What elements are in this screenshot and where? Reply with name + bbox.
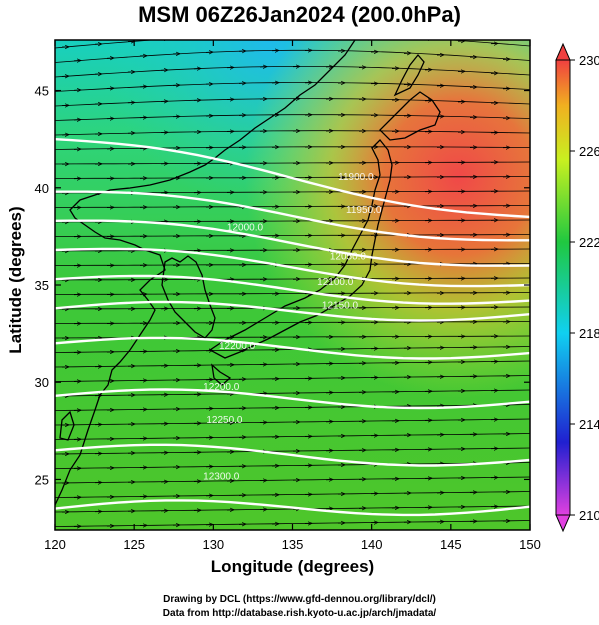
x-tick-label: 150 (519, 537, 541, 552)
y-tick-label: 25 (35, 472, 49, 487)
x-tick-label: 135 (282, 537, 304, 552)
height-contour-line (55, 138, 530, 219)
colorbar-max-triangle (555, 42, 571, 61)
height-contour-line (55, 247, 530, 288)
continent-coastline (55, 40, 356, 506)
colorbar-ticks: 230 226 222 218 214 210 (570, 53, 599, 523)
x-tick-label: 120 (44, 537, 66, 552)
streamline (55, 82, 530, 92)
y-tick-label: 40 (35, 181, 49, 196)
colorbar-tick-label: 226 (579, 144, 599, 159)
contour-label: 12050.0 (330, 252, 367, 263)
height-contour-line (55, 336, 530, 360)
japan-hokkaido (379, 91, 441, 141)
streamline (55, 375, 530, 382)
kyushu-south-island (211, 363, 232, 386)
x-axis-ticks: 120 125 130 135 140 145 150 (44, 40, 541, 552)
contour-label: 11950.0 (346, 205, 382, 216)
y-tick-label: 35 (35, 278, 49, 293)
contour-label: 12150.0 (322, 300, 359, 311)
contour-label: 12000.0 (227, 223, 264, 234)
streamline (55, 462, 530, 469)
colorbar-tick-label: 218 (579, 326, 599, 341)
korean-peninsula (161, 255, 216, 339)
streamline (55, 404, 530, 411)
height-contour-line (55, 274, 530, 305)
streamline (55, 205, 530, 208)
credit-drawing: Drawing by DCL (https://www.gfd-dennou.o… (163, 594, 436, 605)
colorbar-tick-label: 230 (579, 53, 599, 68)
height-contour-line (55, 443, 530, 467)
streamline (55, 234, 530, 237)
y-axis-ticks: 25 30 35 40 45 (35, 84, 530, 487)
height-contours (55, 138, 530, 517)
height-contour-line (55, 499, 530, 517)
contour-label: 11900.0 (338, 172, 374, 183)
colorbar-scale (555, 59, 571, 516)
x-tick-label: 130 (202, 537, 224, 552)
height-contour-line (55, 190, 530, 242)
contour-label: 12250.0 (206, 415, 243, 426)
streamline (55, 49, 530, 63)
coastlines (55, 40, 441, 506)
x-tick-label: 145 (440, 537, 462, 552)
streamline (55, 433, 530, 440)
contour-label: 12200.0 (203, 382, 240, 393)
colorbar-tick-label: 222 (579, 235, 599, 250)
contour-label: 12100.0 (317, 277, 354, 288)
streamline (55, 114, 530, 121)
credit-data-source: Data from http://database.rish.kyoto-u.a… (162, 608, 437, 619)
height-contour-line (55, 219, 530, 267)
map-field: 11900.0 11950.0 12000.0 12050.0 12100.0 12150… (55, 40, 530, 530)
contour-label: 12200.0 (219, 341, 256, 352)
y-axis-label: Latitude (degrees) (6, 206, 25, 354)
colorbar: 230 226 222 218 214 210 (555, 42, 599, 533)
colorbar-min-triangle (555, 514, 571, 533)
x-tick-label: 125 (123, 537, 145, 552)
x-axis-label: Longitude (degrees) (210, 557, 375, 576)
y-tick-label: 45 (35, 84, 49, 99)
streamline (55, 346, 530, 353)
figure-title: MSM 06Z26Jan2024 (200.0hPa) (138, 2, 461, 27)
x-tick-label: 140 (361, 537, 383, 552)
streamline (55, 321, 530, 324)
contour-labels: 11900.0 11950.0 12000.0 12050.0 12100.0 12150… (203, 172, 382, 482)
streamline (55, 292, 530, 295)
y-tick-label: 30 (35, 375, 49, 390)
sakhalin-island (393, 53, 425, 97)
taiwan-island (59, 410, 75, 441)
streamline (55, 491, 530, 498)
height-contour-line (55, 300, 530, 322)
colorbar-tick-label: 210 (579, 508, 599, 523)
streamline (55, 146, 530, 150)
japan-honshu (208, 139, 393, 359)
height-contour-line (55, 388, 530, 410)
colorbar-tick-label: 214 (579, 417, 599, 432)
contour-label: 12300.0 (203, 471, 240, 482)
